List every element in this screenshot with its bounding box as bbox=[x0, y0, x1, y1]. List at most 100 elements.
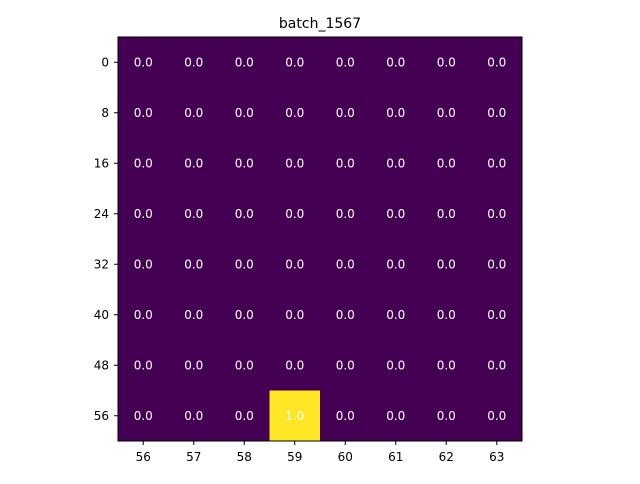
cell-value-label: 0.0 bbox=[336, 308, 355, 322]
heatmap-cell bbox=[421, 87, 472, 139]
plot-frame bbox=[117, 36, 523, 442]
cell-value-label: 0.0 bbox=[134, 156, 153, 170]
heatmap-cell bbox=[168, 138, 220, 189]
chart-title: batch_1567 bbox=[279, 16, 361, 32]
heatmap-cell bbox=[168, 390, 220, 442]
heatmap-cell bbox=[320, 239, 371, 290]
cell-value-label: 0.0 bbox=[285, 358, 304, 372]
heatmap-cell bbox=[219, 239, 270, 290]
cell-value-label: 0.0 bbox=[437, 106, 456, 120]
heatmap-cell bbox=[370, 289, 422, 341]
y-tick-label: 56 bbox=[94, 409, 109, 423]
heatmap-cell bbox=[118, 239, 169, 290]
heatmap-cell bbox=[471, 37, 523, 88]
heatmap-cell bbox=[219, 87, 270, 139]
cell-value-label: 0.0 bbox=[235, 257, 254, 271]
heatmap-cell bbox=[168, 87, 220, 139]
cell-value-label: 0.0 bbox=[386, 106, 405, 120]
x-tick-label: 59 bbox=[287, 450, 302, 464]
cell-value-label: 0.0 bbox=[184, 207, 203, 221]
x-tick-label: 56 bbox=[136, 450, 151, 464]
heatmap-cell bbox=[421, 188, 472, 240]
heatmap-cell bbox=[471, 87, 523, 139]
heatmap-cell bbox=[370, 340, 422, 391]
cell-value-label: 0.0 bbox=[235, 308, 254, 322]
cell-value-label: 0.0 bbox=[487, 257, 506, 271]
cell-value-label: 0.0 bbox=[134, 308, 153, 322]
heatmap-cell bbox=[421, 37, 472, 88]
cell-value-label: 0.0 bbox=[487, 308, 506, 322]
y-tick-label: 8 bbox=[101, 106, 109, 120]
heatmap-cell bbox=[471, 188, 523, 240]
heatmap-cell bbox=[370, 390, 422, 442]
x-axis: 56 57 58 59 60 61 62 63 bbox=[136, 441, 504, 464]
cell-value-label: 0.0 bbox=[134, 257, 153, 271]
cell-value-label: 0.0 bbox=[184, 308, 203, 322]
heatmap-cell bbox=[370, 87, 422, 139]
x-tick-label: 57 bbox=[186, 450, 201, 464]
cell-value-label: 0.0 bbox=[235, 358, 254, 372]
y-axis: 0 8 16 24 32 40 48 56 bbox=[94, 55, 118, 423]
heatmap-cell bbox=[269, 188, 321, 240]
cell-value-label: 0.0 bbox=[437, 308, 456, 322]
cell-value-label: 0.0 bbox=[336, 409, 355, 423]
cell-value-label: 0.0 bbox=[184, 156, 203, 170]
heatmap-cell bbox=[421, 340, 472, 391]
cell-value-label: 0.0 bbox=[437, 207, 456, 221]
cell-value-label: 0.0 bbox=[437, 55, 456, 69]
heatmap-cell bbox=[370, 37, 422, 88]
cell-value-label: 0.0 bbox=[235, 207, 254, 221]
cell-value-label: 0.0 bbox=[285, 106, 304, 120]
heatmap-cell bbox=[370, 138, 422, 189]
cell-value-label: 0.0 bbox=[184, 257, 203, 271]
heatmap-cell bbox=[118, 289, 169, 341]
heatmap-cell bbox=[421, 390, 472, 442]
heatmap-cell bbox=[269, 239, 321, 290]
cell-value-label: 0.0 bbox=[336, 257, 355, 271]
heatmap-cell bbox=[320, 37, 371, 88]
cell-value-label: 0.0 bbox=[184, 106, 203, 120]
heatmap-cell bbox=[320, 138, 371, 189]
heatmap-cell bbox=[219, 188, 270, 240]
cell-value-label: 0.0 bbox=[437, 358, 456, 372]
heatmap-cells bbox=[118, 37, 523, 442]
heatmap-cell bbox=[269, 340, 321, 391]
cell-value-label: 0.0 bbox=[487, 207, 506, 221]
cell-value-label: 0.0 bbox=[386, 308, 405, 322]
cell-value-label: 1.0 bbox=[285, 409, 304, 423]
cell-value-label: 0.0 bbox=[134, 358, 153, 372]
heatmap-cell bbox=[269, 390, 321, 442]
y-tick-label: 24 bbox=[94, 207, 109, 221]
heatmap-cell bbox=[471, 390, 523, 442]
heatmap-cell bbox=[219, 37, 270, 88]
cell-value-label: 0.0 bbox=[487, 358, 506, 372]
cell-value-label: 0.0 bbox=[386, 207, 405, 221]
cell-value-label: 0.0 bbox=[285, 308, 304, 322]
heatmap-cell bbox=[118, 340, 169, 391]
cell-value-label: 0.0 bbox=[437, 409, 456, 423]
cell-value-label: 0.0 bbox=[285, 207, 304, 221]
cell-value-label: 0.0 bbox=[336, 358, 355, 372]
heatmap-cell bbox=[471, 340, 523, 391]
cell-value-label: 0.0 bbox=[336, 207, 355, 221]
heatmap-cell bbox=[320, 390, 371, 442]
heatmap-cell bbox=[168, 340, 220, 391]
cell-value-label: 0.0 bbox=[336, 55, 355, 69]
cell-value-label: 0.0 bbox=[437, 257, 456, 271]
heatmap-cell bbox=[168, 289, 220, 341]
heatmap-cell bbox=[219, 390, 270, 442]
heatmap-cell bbox=[421, 138, 472, 189]
x-tick-label: 61 bbox=[388, 450, 403, 464]
heatmap-cell bbox=[118, 87, 169, 139]
y-tick-label: 32 bbox=[94, 257, 109, 271]
heatmap-cell bbox=[118, 37, 169, 88]
cell-value-label: 0.0 bbox=[336, 106, 355, 120]
cell-value-label: 0.0 bbox=[235, 55, 254, 69]
cell-value-label: 0.0 bbox=[487, 106, 506, 120]
heatmap-cell bbox=[471, 239, 523, 290]
heatmap-cell bbox=[471, 289, 523, 341]
cell-value-label: 0.0 bbox=[386, 358, 405, 372]
heatmap-cell bbox=[320, 188, 371, 240]
